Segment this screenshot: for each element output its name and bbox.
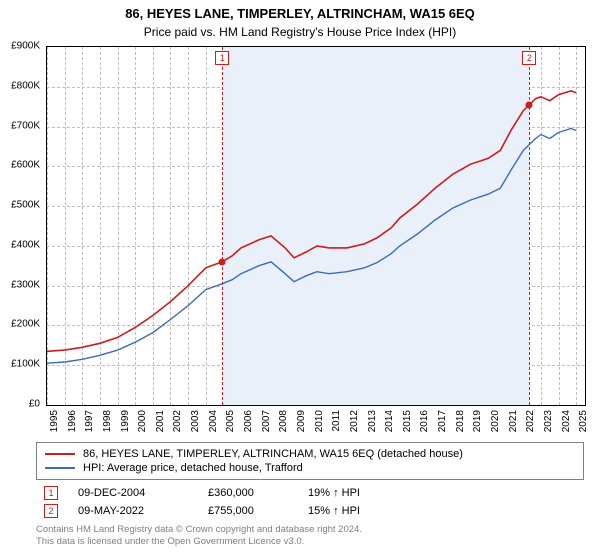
- x-tick-label: 2014: [384, 410, 395, 432]
- event-dot: [219, 258, 226, 265]
- x-tick-label: 2023: [543, 410, 554, 432]
- x-tick-label: 2024: [561, 410, 572, 432]
- x-tick-label: 2018: [455, 410, 466, 432]
- x-tick-label: 2001: [155, 410, 166, 432]
- x-tick-label: 2022: [525, 410, 536, 432]
- x-tick-label: 2005: [225, 410, 236, 432]
- legend-swatch: [45, 467, 75, 469]
- event-date: 09-DEC-2004: [78, 487, 188, 499]
- event-marker-box: 2: [522, 51, 536, 65]
- x-tick-label: 2009: [296, 410, 307, 432]
- footer-line1: Contains HM Land Registry data © Crown c…: [36, 524, 584, 536]
- x-tick-label: 2003: [190, 410, 201, 432]
- chart-subtitle: Price paid vs. HM Land Registry's House …: [0, 21, 600, 39]
- x-axis: 1995 1996 1997 1998 1999 2000 2001 2002 2003 2004…: [46, 408, 586, 440]
- y-tick-label: £600K: [11, 160, 40, 171]
- event-price: £755,000: [208, 505, 288, 517]
- events-table: 1 09-DEC-2004 £360,000 19% ↑ HPI 2 09-MAY-202…: [36, 484, 584, 520]
- x-tick-label: 2000: [137, 410, 148, 432]
- event-row: 1 09-DEC-2004 £360,000 19% ↑ HPI: [36, 484, 584, 502]
- x-tick-label: 2007: [261, 410, 272, 432]
- x-tick-label: 2010: [314, 410, 325, 432]
- event-hpi: 19% ↑ HPI: [308, 487, 398, 499]
- x-tick-label: 2011: [331, 410, 342, 432]
- event-price: £360,000: [208, 487, 288, 499]
- x-tick-label: 2004: [208, 410, 219, 432]
- x-tick-label: 2013: [367, 410, 378, 432]
- event-dot: [526, 101, 533, 108]
- y-tick-label: £0: [29, 399, 40, 410]
- y-tick-label: £800K: [11, 80, 40, 91]
- legend-item: HPI: Average price, detached house, Traf…: [45, 461, 575, 475]
- chart-lines: [47, 47, 585, 405]
- y-tick-label: £400K: [11, 239, 40, 250]
- y-tick-label: £500K: [11, 200, 40, 211]
- x-tick-label: 2021: [508, 410, 519, 432]
- legend-label: 86, HEYES LANE, TIMPERLEY, ALTRINCHAM, W…: [83, 448, 463, 460]
- x-tick-label: 1998: [102, 410, 113, 432]
- event-marker-box: 1: [215, 51, 229, 65]
- x-tick-label: 1995: [49, 410, 60, 432]
- legend-swatch: [45, 453, 75, 455]
- x-tick-label: 2008: [278, 410, 289, 432]
- legend-label: HPI: Average price, detached house, Traf…: [83, 462, 303, 474]
- y-tick-label: £900K: [11, 41, 40, 52]
- chart-plot-area: 12: [46, 46, 586, 406]
- y-tick-label: £200K: [11, 319, 40, 330]
- x-tick-label: 1997: [84, 410, 95, 432]
- footer-attribution: Contains HM Land Registry data © Crown c…: [36, 524, 584, 549]
- x-tick-label: 1996: [67, 410, 78, 432]
- event-hpi: 15% ↑ HPI: [308, 505, 398, 517]
- legend: 86, HEYES LANE, TIMPERLEY, ALTRINCHAM, W…: [36, 442, 584, 480]
- x-tick-label: 2006: [243, 410, 254, 432]
- x-tick-label: 2016: [419, 410, 430, 432]
- chart-title: 86, HEYES LANE, TIMPERLEY, ALTRINCHAM, W…: [0, 0, 600, 21]
- x-tick-label: 1999: [120, 410, 131, 432]
- event-date: 09-MAY-2022: [78, 505, 188, 517]
- series-property: [47, 91, 576, 352]
- x-tick-label: 2015: [402, 410, 413, 432]
- footer-line2: This data is licensed under the Open Gov…: [36, 536, 584, 548]
- y-tick-label: £100K: [11, 359, 40, 370]
- event-row: 2 09-MAY-2022 £755,000 15% ↑ HPI: [36, 502, 584, 520]
- x-tick-label: 2025: [578, 410, 589, 432]
- legend-item: 86, HEYES LANE, TIMPERLEY, ALTRINCHAM, W…: [45, 447, 575, 461]
- event-marker-icon: 1: [44, 486, 58, 500]
- event-marker-icon: 2: [44, 504, 58, 518]
- y-tick-label: £700K: [11, 120, 40, 131]
- x-tick-label: 2012: [349, 410, 360, 432]
- x-tick-label: 2019: [472, 410, 483, 432]
- y-axis: £0£100K£200K£300K£400K£500K£600K£700K£80…: [0, 46, 44, 406]
- y-tick-label: £300K: [11, 279, 40, 290]
- x-tick-label: 2020: [490, 410, 501, 432]
- x-tick-label: 2002: [172, 410, 183, 432]
- x-tick-label: 2017: [437, 410, 448, 432]
- series-hpi: [47, 129, 576, 364]
